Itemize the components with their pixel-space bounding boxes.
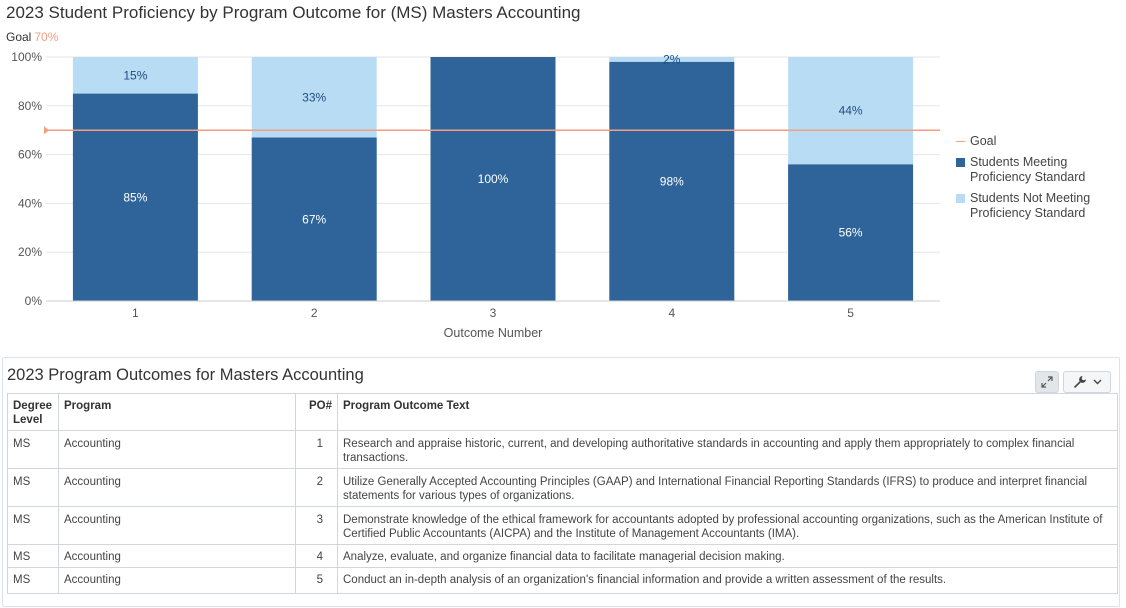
data-label-not-meeting: 33% xyxy=(302,90,326,104)
x-tick-label: 2 xyxy=(311,306,318,320)
bar-meeting xyxy=(788,164,914,301)
table-row: MS Accounting 2 Utilize Generally Accept… xyxy=(7,468,1118,507)
bar-meeting xyxy=(72,93,198,301)
expand-icon xyxy=(1041,376,1053,388)
legend-not-meeting-label-1: Students Not Meeting xyxy=(970,191,1091,205)
outcomes-panel: 2023 Program Outcomes for Masters Accoun… xyxy=(2,357,1120,607)
data-label-not-meeting: 44% xyxy=(839,104,863,118)
data-label-meeting: 85% xyxy=(123,190,147,204)
bar-not-meeting xyxy=(788,57,914,165)
not-meeting-swatch xyxy=(956,194,965,203)
cell-program: Accounting xyxy=(58,544,296,568)
table-row: MS Accounting 5 Conduct an in-depth anal… xyxy=(7,567,1118,594)
wrench-icon xyxy=(1073,375,1087,389)
legend-item-not-meeting[interactable]: Students Not Meeting Proficiency Standar… xyxy=(956,191,1121,221)
cell-program: Accounting xyxy=(58,430,296,469)
x-tick-label: 1 xyxy=(132,306,139,320)
chart-bars xyxy=(72,57,914,301)
cell-outcome-text: Utilize Generally Accepted Accounting Pr… xyxy=(337,468,1118,507)
cell-po: 3 xyxy=(295,506,338,545)
legend-item-meeting[interactable]: Students Meeting Proficiency Standard xyxy=(956,155,1121,185)
bar-not-meeting xyxy=(251,57,377,138)
y-tick-label: 60% xyxy=(18,148,42,162)
table-row: MS Accounting 3 Demonstrate knowledge of… xyxy=(7,506,1118,545)
col-outcome-text[interactable]: Program Outcome Text xyxy=(337,393,1118,431)
table-row: MS Accounting 4 Analyze, evaluate, and o… xyxy=(7,544,1118,568)
x-tick-label: 4 xyxy=(668,306,675,320)
cell-po: 2 xyxy=(295,468,338,507)
legend-meeting-label-1: Students Meeting xyxy=(970,155,1068,169)
bar-not-meeting xyxy=(609,57,735,62)
cell-program: Accounting xyxy=(58,567,296,594)
outcomes-panel-title: 2023 Program Outcomes for Masters Accoun… xyxy=(7,366,364,384)
cell-outcome-text: Demonstrate knowledge of the ethical fra… xyxy=(337,506,1118,545)
col-degree-level[interactable]: Degree Level xyxy=(7,393,59,431)
legend-item-goal[interactable]: Goal xyxy=(956,134,1121,149)
cell-level: MS xyxy=(7,430,59,469)
cell-outcome-text: Conduct an in-depth analysis of an organ… xyxy=(337,567,1118,594)
cell-level: MS xyxy=(7,567,59,594)
expand-button[interactable] xyxy=(1035,371,1059,393)
cell-level: MS xyxy=(7,468,59,507)
data-label-meeting: 67% xyxy=(302,212,326,226)
cell-po: 4 xyxy=(295,544,338,568)
goal-caption-label: Goal xyxy=(6,30,32,44)
chart-title: 2023 Student Proficiency by Program Outc… xyxy=(6,3,581,22)
goal-line-swatch xyxy=(956,141,965,142)
chart-axes: 0% 20% 40% 60% 80% 100% 1 2 3 4 5 Outcome Number xyxy=(11,50,940,340)
chart-legend: Goal Students Meeting Proficiency Standa… xyxy=(956,134,1121,227)
data-label-meeting: 98% xyxy=(660,174,684,188)
bar-meeting xyxy=(251,137,377,301)
goal-marker xyxy=(44,126,49,135)
legend-meeting-label-2: Proficiency Standard xyxy=(970,170,1086,184)
goal-caption: Goal 70% xyxy=(6,30,58,44)
cell-po: 5 xyxy=(295,567,338,594)
legend-not-meeting-label-2: Proficiency Standard xyxy=(970,206,1086,220)
proficiency-chart: 85% 15% 67% 33% 100% 98% 2% 56% 44% 0% 20% 40% 60% 8… xyxy=(11,50,940,340)
tools-menu-button[interactable] xyxy=(1063,371,1111,393)
cell-outcome-text: Analyze, evaluate, and organize financia… xyxy=(337,544,1118,568)
x-tick-label: 3 xyxy=(490,306,497,320)
bar-meeting xyxy=(430,57,556,301)
outcomes-table: Degree Level Program PO# Program Outcome … xyxy=(7,393,1118,594)
goal-caption-value: 70% xyxy=(34,30,59,44)
table-row: MS Accounting 1 Research and appraise hi… xyxy=(7,430,1118,469)
chevron-down-icon xyxy=(1093,379,1102,385)
bar-not-meeting xyxy=(72,57,198,94)
cell-program: Accounting xyxy=(58,468,296,507)
y-tick-label: 40% xyxy=(18,196,42,210)
cell-po: 1 xyxy=(295,430,338,469)
chart-data-labels: 85% 15% 67% 33% 100% 98% 2% 56% 44% xyxy=(123,52,863,239)
col-po-number[interactable]: PO# xyxy=(295,393,338,431)
y-tick-label: 20% xyxy=(18,245,42,259)
cell-level: MS xyxy=(7,544,59,568)
table-header-row: Degree Level Program PO# Program Outcome … xyxy=(7,393,1118,431)
legend-goal-label: Goal xyxy=(970,134,997,148)
y-tick-label: 0% xyxy=(25,294,43,308)
y-tick-label: 80% xyxy=(18,99,42,113)
data-label-not-meeting: 2% xyxy=(663,52,681,66)
bar-meeting xyxy=(609,61,735,301)
y-tick-label: 100% xyxy=(11,50,42,64)
cell-level: MS xyxy=(7,506,59,545)
col-program[interactable]: Program xyxy=(58,393,296,431)
cell-outcome-text: Research and appraise historic, current,… xyxy=(337,430,1118,469)
data-label-meeting: 56% xyxy=(839,226,863,240)
cell-program: Accounting xyxy=(58,506,296,545)
meeting-swatch xyxy=(956,158,965,167)
goal-line-group xyxy=(44,126,940,135)
data-label-meeting: 100% xyxy=(478,172,509,186)
x-axis-title: Outcome Number xyxy=(444,326,543,340)
data-label-not-meeting: 15% xyxy=(123,68,147,82)
x-tick-label: 5 xyxy=(847,306,854,320)
